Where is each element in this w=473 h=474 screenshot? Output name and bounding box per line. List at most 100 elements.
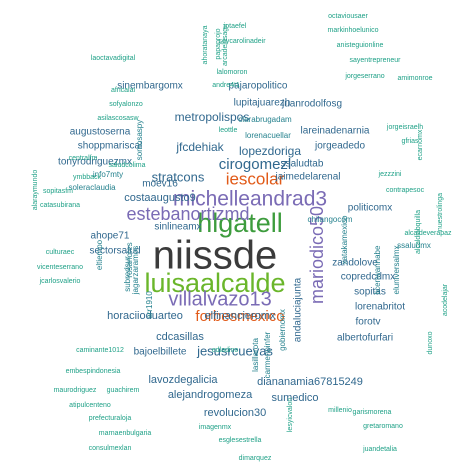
word-luisaalcalde: luisaalcalde — [144, 268, 285, 298]
word-maurodriguez: maurodriguez — [54, 387, 97, 394]
word-ahope71: ahope71 — [91, 231, 130, 242]
word-lesyicvalon: lesyicvalon — [287, 398, 294, 432]
word-lorenacuellar: lorenacuellar — [245, 131, 291, 140]
word-culturaec: culturaec — [46, 249, 75, 256]
word-forbesmexico: forbesmexico — [195, 308, 284, 325]
word-bajoelbillete: bajoelbillete — [134, 347, 187, 358]
word-pajaropolitico: pajaropolitico — [229, 81, 288, 92]
word-jagarzaramos: jagarzaramos — [131, 246, 140, 295]
word-elfinancieromx: elfinancieromx — [205, 310, 276, 322]
word-eluniversalmx: eluniversalmx — [392, 246, 401, 295]
word-dimarquez: dimarquez — [239, 455, 272, 462]
word-atipulcenteno: atipulcenteno — [69, 402, 111, 409]
word-hlgatell: hlgatell — [197, 208, 283, 238]
word-horaciioduarteo: horaciioduarteo — [107, 310, 183, 322]
word-info7mty: info7mty — [93, 170, 123, 179]
word-marnaenbulgaria: marnaenbulgaria — [99, 430, 152, 437]
word-zandolove: zandolove — [332, 258, 378, 269]
word-gobiernomx: gobiernomx — [278, 309, 287, 351]
word-imagenmx: imagenmx — [199, 424, 232, 431]
word-nuestrolinga: nuestrolinga — [437, 193, 444, 231]
word-andaluciajunta: andaluciajunta — [293, 277, 304, 342]
word-saludcolima: saludcolima — [109, 162, 146, 169]
word-metropolispos: metropolispos — [175, 110, 250, 124]
word-juandetalia: juandetalia — [362, 446, 397, 453]
word-alaraymundo: alaraymundo — [32, 170, 39, 211]
word-jesusrcuevas: jesusrcuevas — [196, 343, 273, 358]
word-garismorena: garismorena — [353, 409, 392, 416]
word-markinhoelunico: markinhoelunico — [328, 27, 379, 34]
word-jorgeserrano: jorgeserrano — [344, 73, 384, 80]
word-jaimedelarenal: jaimedelarenal — [274, 172, 340, 183]
word-copredcdmx: copredcdmx — [341, 272, 395, 283]
word-alejandrogomeza: alejandrogomeza — [168, 389, 253, 401]
word-acodelajar: acodelajar — [442, 283, 449, 316]
word-sofyalonzo: sofyalonzo — [109, 101, 143, 108]
word-lasillarota: lasillarota — [251, 338, 260, 372]
word-centralfm: centralfm — [69, 155, 98, 162]
word-xatakamexico: xatakamexico — [340, 215, 349, 264]
word-asilascosasw: asilascosasw — [97, 115, 139, 122]
word-lupitajuarezh: lupitajuarezh — [234, 98, 291, 109]
word-revolucion30: revolucion30 — [204, 407, 266, 419]
word-ecarnomx: ecarnomx — [417, 129, 424, 160]
word-jcarlosvalerio: jcarlosvalerio — [39, 278, 81, 285]
word-diananamia67815249: diananamia67815249 — [257, 376, 363, 388]
word-amimonroe: amimonroe — [397, 75, 432, 82]
word-gfrias: gfrias — [401, 138, 419, 145]
word-esglesestrella: esglesestrella — [219, 437, 262, 444]
word-vicenteserrano: vicenteserrano — [37, 264, 83, 271]
word-ymbback: ymbback — [73, 174, 102, 181]
word-michelleandrad3: michelleandrad3 — [173, 188, 327, 211]
word-sopitasfm: sopitasfm — [43, 188, 73, 195]
word-edladino: edladino — [212, 347, 239, 354]
word-sumedico: sumedico — [271, 392, 318, 404]
word-sayentrepreneur: sayentrepreneur — [350, 57, 402, 64]
word-alcaldeverapaz: alcaldeverapaz — [404, 230, 452, 237]
word-jorgeadedo: jorgeadedo — [314, 141, 365, 152]
word-somosaspy: somosaspy — [135, 120, 144, 160]
word-soleraclaudia: soleraclaudia — [68, 183, 116, 192]
word-alcaldiabquilla: alcaldiabquilla — [415, 210, 422, 254]
word-ssaludtab: ssaludtab — [281, 159, 324, 170]
word-lopezdoriga: lopezdoriga — [239, 144, 301, 158]
word-sopitas: sopitas — [354, 287, 386, 298]
word-andre4t1: andre4t1 — [212, 82, 240, 89]
word-jotaefel: jotaefel — [223, 23, 247, 30]
word-anisteguionline: anisteguionline — [337, 42, 384, 49]
word-embespindonesia: embespindonesia — [66, 368, 121, 375]
word-eltiempo: eltiempo — [95, 239, 104, 270]
word-contrapesoc: contrapesoc — [386, 187, 425, 194]
word-guachirem: guachirem — [107, 387, 140, 394]
word-sectorsalud: sectorsalud — [89, 246, 140, 257]
word-catasubirana: catasubirana — [40, 202, 80, 209]
word-moev16: moev16 — [142, 179, 178, 190]
word-estebanortizmd: estebanortizmd — [126, 204, 249, 224]
word-licenwannabe: licenwannabe — [373, 245, 382, 294]
word-soycarolinadeir: soycarolinadeir — [218, 38, 266, 45]
word-ssaludmx: ssaludmx — [397, 241, 431, 250]
word-consulmexlan: consulmexlan — [89, 445, 132, 452]
word-jfcdehiak: jfcdehiak — [175, 140, 224, 154]
word-augustoserna: augustoserna — [70, 127, 131, 138]
word-arcadelasagu: arcadelasagu — [222, 24, 229, 66]
word-africalai: africalai — [111, 87, 136, 94]
word-costaaugusto9: costaaugusto9 — [124, 192, 196, 204]
word-papaprojo: papaprojo — [215, 28, 222, 59]
word-leottle: leottle — [219, 127, 238, 134]
word-jezzzini: jezzzini — [378, 171, 402, 178]
word-carmenpinfer: carmenpinfer — [263, 331, 272, 378]
word-gretaromano: gretaromano — [363, 423, 403, 430]
word-cirogomezl: cirogomezl — [219, 156, 292, 173]
word-albertofurfari: albertofurfari — [337, 333, 393, 344]
word-shoppmariscal: shoppmariscal — [78, 141, 142, 152]
word-mariodico50: mariodico50 — [307, 206, 327, 304]
word-politicomx: politicomx — [348, 203, 392, 214]
word-cdcasillas: cdcasillas — [156, 331, 204, 343]
word-sinembargomx: sinembargomx — [117, 81, 183, 92]
word-lareinadenarnia: lareinadenarnia — [301, 126, 370, 137]
word-clarabrugadam: clarabrugadam — [238, 115, 292, 124]
word-caminante1012: caminante1012 — [76, 347, 124, 354]
word-millenio: millenio — [328, 407, 352, 414]
